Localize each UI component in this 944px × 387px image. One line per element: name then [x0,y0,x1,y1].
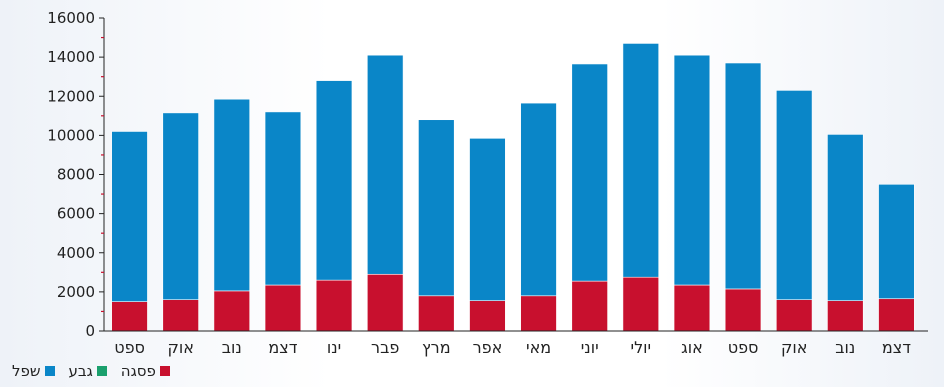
x-tick-label: ינו [327,338,341,357]
bar-segment [724,288,762,332]
legend-item-geva: גבע [69,362,107,380]
y-tick-label: 14000 [47,48,95,66]
bar-segment [162,112,199,300]
bar-segment [111,301,148,332]
x-tick-label: מרץ [422,338,451,357]
bar-segment [775,90,813,301]
bar-segment [878,298,915,332]
y-tick-label: 4000 [57,244,95,262]
y-tick-label: 2000 [57,283,95,301]
x-tick-label: אוק [781,338,807,357]
legend-label-shefel: שפל [12,362,41,380]
bar-segment [571,63,608,282]
bar-segment [366,273,404,332]
bar-segment [469,300,506,332]
legend-item-shefel: שפל [12,362,55,380]
stacked-bar-chart: 0 2000 4000 6000 8000 10000 12000 14000 16000 ספ… [47,9,928,357]
bar-segment [520,295,557,332]
bar-segment [673,284,711,332]
bar-segment [469,138,506,301]
bar-segment [315,80,353,281]
x-tick-label: פבר [371,338,399,357]
x-tick-label: אוק [167,338,193,357]
y-axis: 0 2000 4000 6000 8000 10000 12000 14000 16000 [47,9,105,340]
y-tick-label: 12000 [47,87,95,105]
bar-segment [264,284,302,332]
bar-segment [622,276,660,332]
bar-segment [827,134,864,301]
bar-segment [571,280,608,332]
x-tick-label: ספט [114,338,145,357]
bar-segment [827,300,864,332]
bar-segment [673,54,711,286]
legend: שפל גבע פסגה [12,362,170,380]
legend-swatch-shefel [44,366,55,376]
x-axis: ספט אוק נוב דצמ ינו פבר מרץ אפר מאי יוני יולי אוג ספ… [104,330,928,357]
bar-segment [418,119,455,297]
bar-segment [315,279,353,332]
bar-segment [418,295,455,332]
x-tick-label: ספט [728,338,759,357]
x-tick-label: דצמ [882,338,911,357]
bar-segment [366,54,404,275]
bar-segment [724,62,762,290]
x-tick-label: מאי [526,338,551,357]
bar-segment [264,111,302,286]
legend-item-pisga: פסגה [121,362,170,380]
x-tick-label: דצמ [268,338,297,357]
x-tick-label: יוני [581,338,599,357]
y-tick-label: 10000 [47,126,95,144]
y-tick-label: 0 [85,322,95,340]
y-tick-label: 6000 [57,205,95,223]
y-tick-label: 16000 [47,9,95,27]
x-tick-label: יולי [631,338,652,357]
bars [111,43,915,332]
x-tick-label: אוג [681,338,703,357]
legend-label-pisga: פסגה [120,362,156,380]
bar-segment [162,299,199,332]
bar-segment [775,299,813,332]
y-tick-label: 8000 [57,166,95,184]
x-tick-label: נוב [222,338,242,357]
legend-swatch-geva [96,366,107,376]
legend-swatch-pisga [159,366,170,376]
bar-segment [213,290,251,332]
bar-segment [520,102,557,297]
x-tick-label: אפר [473,338,503,357]
legend-label-geva: גבע [68,362,93,380]
bar-segment [213,98,251,292]
bar-segment [878,183,915,300]
bar-segment [111,131,148,302]
x-tick-label: נוב [835,338,855,357]
bar-segment [622,43,660,278]
